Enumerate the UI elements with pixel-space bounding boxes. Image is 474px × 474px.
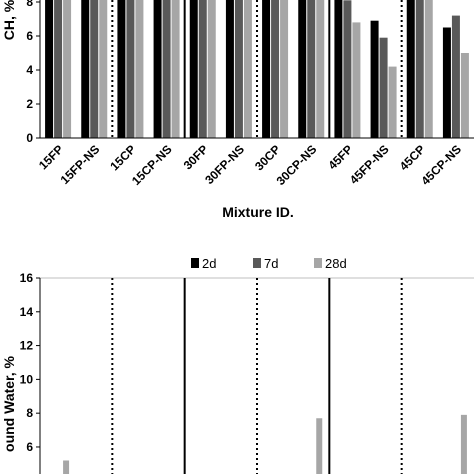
x-tick-label: 30CP [252,142,283,173]
x-tick-label: 45FP [325,142,355,172]
bar-28d-45CP [424,0,433,138]
y-tick-label: 6 [26,29,33,43]
y-tick-label: 10 [20,372,34,386]
y-axis-label: CH, % [1,0,17,40]
x-tick-label: 45FP-NS [347,142,392,187]
bar-28d-30CP-NS [316,418,323,474]
bar-2d-30FP [189,0,198,138]
bar-2d-45FP [334,0,343,138]
bar-28d-15FP [63,0,72,138]
bar-7d-45CP [415,0,424,138]
bar-7d-30CP-NS [307,0,316,138]
x-tick-label: 15CP-NS [129,142,175,188]
y-tick-label: 8 [26,406,33,420]
y-tick-label: 0 [26,131,33,145]
bar-7d-45CP-NS [451,15,460,139]
x-tick-label: 30FP [181,142,211,172]
y-tick-label: 4 [26,63,33,77]
bar-2d-45CP-NS [442,27,451,138]
bar-2d-15FP [45,0,54,138]
bar-28d-30FP [207,0,216,138]
bar-28d-45CP-NS [460,414,467,474]
bar-7d-15CP [126,0,135,138]
bar-28d-15CP-NS [171,0,180,138]
legend-label-7d: 7d [264,256,278,271]
bar-2d-15FP-NS [81,0,90,138]
bar-7d-30CP [271,0,280,138]
bar-28d-30CP [280,0,289,138]
x-tick-label: 30CP-NS [274,142,320,188]
bar-2d-15CP [117,0,126,138]
x-tick-label: 45CP [397,142,428,173]
legend-label-28d: 28d [325,256,347,271]
bar-28d-15FP [63,460,70,474]
x-axis-label: Mixture ID. [222,204,294,220]
y-tick-label: 14 [20,305,34,319]
bar-7d-15FP-NS [90,0,99,138]
bar-28d-45FP [352,22,361,138]
x-tick-label: 15FP-NS [58,142,103,187]
bar-28d-45CP-NS [460,53,469,138]
x-tick-label: 45CP-NS [418,142,464,188]
bar-7d-15FP [54,0,63,138]
y-tick-label: 12 [20,339,34,353]
bar-28d-45FP-NS [388,66,397,138]
bar-7d-30FP [198,0,207,138]
bar-2d-15CP-NS [153,0,162,138]
y-tick-label: 2 [26,97,33,111]
bottom-chart: 2d 7d 28d 6 8 10 12 14 16 ound Water, % [1,256,474,474]
bar-2d-30CP [262,0,271,138]
legend-swatch-7d [253,258,261,268]
bar-28d-15CP [135,0,144,138]
bar-2d-45CP [406,0,415,138]
bar-7d-45FP [343,0,352,138]
y-axis-label: ound Water, % [1,355,17,451]
bar-28d-30FP-NS [243,0,252,138]
bar-2d-30CP-NS [298,0,307,138]
x-tick-label: 30FP-NS [202,142,247,187]
bar-2d-30FP-NS [225,0,234,138]
legend-label-2d: 2d [202,256,216,271]
bar-2d-45FP-NS [370,20,379,139]
x-tick-label: 15CP [107,142,138,173]
y-tick-label: 6 [26,440,33,454]
bar-7d-15CP-NS [162,0,171,138]
y-tick-label: 16 [20,271,34,285]
legend-swatch-2d [191,258,199,268]
legend-swatch-28d [314,258,322,268]
bar-7d-30FP-NS [234,0,243,138]
bar-28d-30CP-NS [316,0,325,138]
bar-7d-45FP-NS [379,37,388,139]
x-tick-label: 15FP [36,142,66,172]
bar-28d-15FP-NS [99,0,108,138]
y-tick-label: 8 [26,0,33,9]
